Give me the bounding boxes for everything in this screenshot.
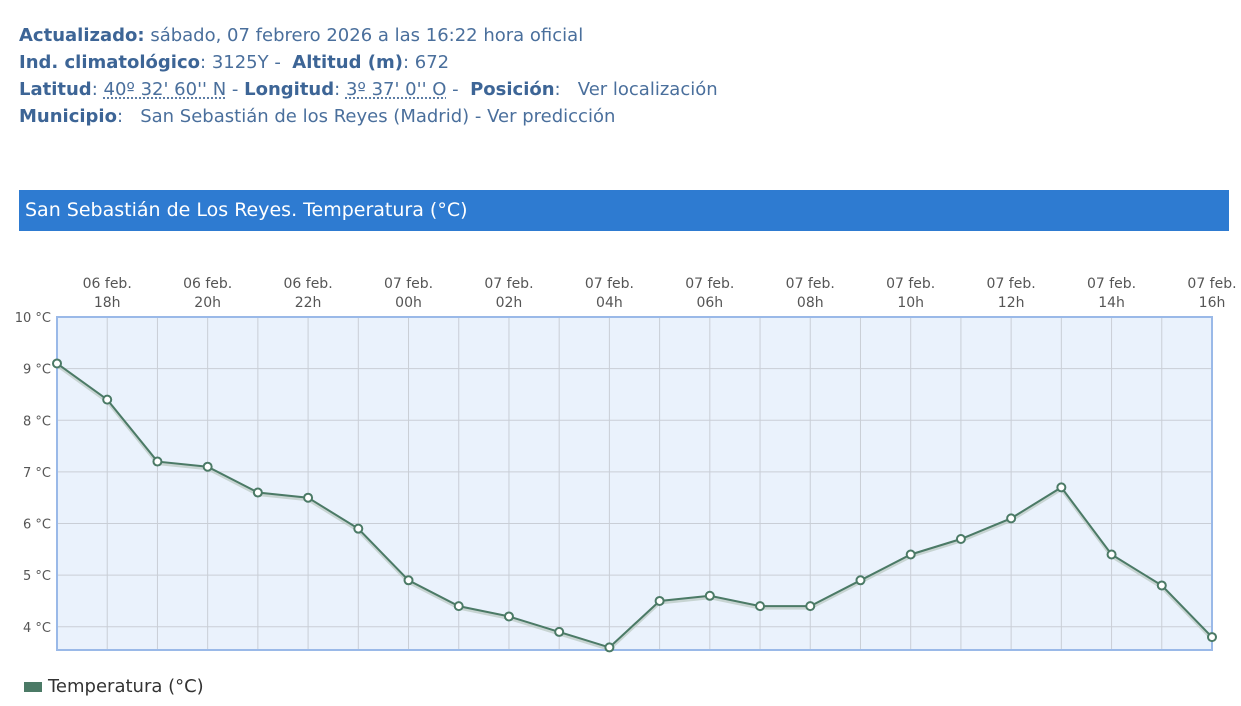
plot-border bbox=[56, 316, 1213, 651]
data-point[interactable] bbox=[1056, 482, 1067, 493]
x-tick-date: 07 feb. bbox=[685, 276, 734, 292]
x-tick-date: 06 feb. bbox=[183, 276, 232, 292]
y-tick-label: 7 °C bbox=[23, 466, 51, 481]
data-point[interactable] bbox=[604, 642, 615, 653]
chart-legend[interactable]: Temperatura (°C) bbox=[24, 676, 204, 697]
x-tick-hour: 04h bbox=[596, 295, 623, 311]
municipio-label: Municipio bbox=[19, 106, 117, 127]
data-point[interactable] bbox=[654, 595, 665, 606]
data-point[interactable] bbox=[1106, 549, 1117, 560]
x-tick-hour: 16h bbox=[1199, 295, 1226, 311]
data-point[interactable] bbox=[855, 575, 866, 586]
x-tick-date: 07 feb. bbox=[384, 276, 433, 292]
station-info: Actualizado: sábado, 07 febrero 2026 a l… bbox=[19, 22, 718, 130]
longitude-label: Longitud bbox=[244, 79, 335, 100]
x-tick-date: 07 feb. bbox=[987, 276, 1036, 292]
data-point[interactable] bbox=[554, 626, 565, 637]
climate-value: 3125Y bbox=[211, 52, 269, 73]
updated-label: Actualizado: bbox=[19, 25, 145, 46]
ver-prediccion-link[interactable]: Ver predicción bbox=[487, 106, 616, 127]
y-tick-label: 9 °C bbox=[23, 363, 51, 378]
x-tick-hour: 14h bbox=[1098, 295, 1125, 311]
x-tick-hour: 12h bbox=[998, 295, 1025, 311]
altitude-label: Altitud (m) bbox=[292, 52, 403, 73]
ver-localizacion-link[interactable]: Ver localización bbox=[577, 79, 718, 100]
x-tick-date: 07 feb. bbox=[585, 276, 634, 292]
latitude-value: 40º 32' 60'' N bbox=[103, 79, 227, 100]
data-point[interactable] bbox=[52, 358, 62, 369]
x-tick-date: 07 feb. bbox=[1187, 276, 1236, 292]
x-tick-date: 06 feb. bbox=[83, 276, 132, 292]
updated-value: sábado, 07 febrero 2026 a las 16:22 hora… bbox=[150, 25, 584, 46]
x-tick-hour: 10h bbox=[897, 295, 924, 311]
data-point[interactable] bbox=[1006, 513, 1017, 524]
updated-line: Actualizado: sábado, 07 febrero 2026 a l… bbox=[19, 22, 718, 49]
data-point[interactable] bbox=[955, 534, 966, 544]
data-point[interactable] bbox=[202, 461, 213, 472]
x-tick-hour: 08h bbox=[797, 295, 824, 311]
plot-background bbox=[57, 317, 1212, 650]
x-tick-date: 07 feb. bbox=[786, 276, 835, 292]
temperature-chart: 10 °C 9 °C 8 °C 7 °C 6 °C 5 °C 4 °C 06 feb. 18h 0… bbox=[15, 276, 1237, 653]
data-point[interactable] bbox=[403, 575, 414, 586]
data-point[interactable] bbox=[303, 492, 314, 503]
x-tick-date: 07 feb. bbox=[484, 276, 533, 292]
y-tick-label: 4 °C bbox=[23, 621, 51, 636]
data-point[interactable] bbox=[102, 394, 113, 405]
data-point[interactable] bbox=[704, 590, 715, 601]
data-point[interactable] bbox=[252, 487, 263, 498]
data-point[interactable] bbox=[453, 601, 464, 612]
y-tick-label: 10 °C bbox=[15, 311, 51, 326]
municipio-value: San Sebastián de los Reyes (Madrid) bbox=[140, 106, 470, 127]
legend-label: Temperatura (°C) bbox=[48, 676, 204, 697]
chart-header: San Sebastián de Los Reyes. Temperatura … bbox=[19, 190, 1229, 231]
x-tick-date: 07 feb. bbox=[1087, 276, 1136, 292]
series-line-temperatura bbox=[56, 362, 1213, 649]
legend-swatch bbox=[24, 682, 42, 692]
x-tick-hour: 18h bbox=[94, 295, 121, 311]
data-point[interactable] bbox=[755, 601, 766, 612]
data-point[interactable] bbox=[905, 549, 916, 560]
series-line-shadow bbox=[56, 364, 1214, 652]
coords-line: Latitud: 40º 32' 60'' N - Longitud: 3º 3… bbox=[19, 79, 718, 100]
x-tick-hour: 20h bbox=[194, 295, 221, 311]
x-tick-hour: 02h bbox=[496, 295, 523, 311]
x-tick-hour: 22h bbox=[295, 295, 322, 311]
x-tick-date: 06 feb. bbox=[284, 276, 333, 292]
data-point[interactable] bbox=[503, 611, 514, 622]
altitude-value: 672 bbox=[414, 52, 450, 73]
data-point[interactable] bbox=[353, 523, 364, 534]
longitude-value: 3º 37' 0'' O bbox=[345, 79, 447, 100]
climate-altitude-line: Ind. climatológico: 3125Y - Altitud (m):… bbox=[19, 52, 450, 73]
data-point[interactable] bbox=[1156, 580, 1167, 591]
x-tick-date: 07 feb. bbox=[886, 276, 935, 292]
position-label: Posición bbox=[470, 79, 555, 100]
x-tick-hour: 00h bbox=[395, 295, 422, 311]
data-point[interactable] bbox=[1207, 632, 1217, 643]
x-tick-hour: 06h bbox=[696, 295, 723, 311]
latitude-label: Latitud bbox=[19, 79, 92, 100]
data-point[interactable] bbox=[805, 601, 816, 612]
municipio-line: Municipio: San Sebastián de los Reyes (M… bbox=[19, 106, 616, 127]
climate-label: Ind. climatológico bbox=[19, 52, 201, 73]
y-tick-label: 5 °C bbox=[23, 569, 51, 584]
data-point[interactable] bbox=[152, 456, 163, 467]
y-tick-label: 8 °C bbox=[23, 414, 51, 429]
y-tick-label: 6 °C bbox=[23, 518, 51, 533]
